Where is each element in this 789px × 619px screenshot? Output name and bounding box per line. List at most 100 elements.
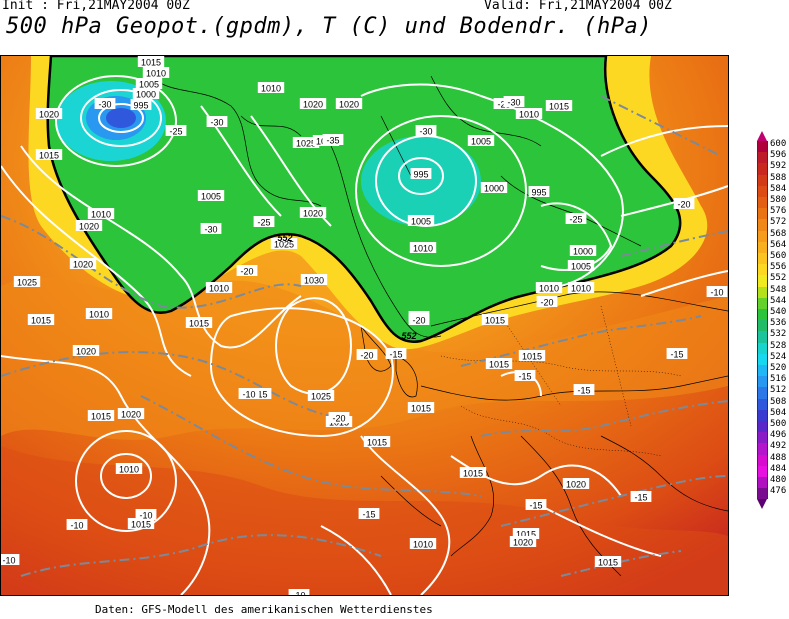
isobar-label: 995 [413,170,428,180]
isotherm-label-box [385,348,407,359]
colorbar-label: 532 [770,329,787,340]
isobar-label: 1015 [598,558,618,568]
isobar-label-box [35,149,63,160]
isotherm-label-box [236,265,258,276]
colorbar-label: 600 [770,139,787,149]
colorbar-cell [757,297,768,309]
isobar-label: 1020 [303,100,323,110]
isotherm-label: -15 [634,493,647,503]
colorbar-cell [757,197,768,209]
colorbar-cell [757,387,768,399]
isobar-label: 1015 [31,316,51,326]
isobar-label-box [142,67,170,78]
isobar-label: 1015 [489,360,509,370]
isobar-label: 1015 [516,530,536,540]
geopotential-label: 552 [277,233,292,243]
isobar-label-box [13,276,41,287]
colorbar-label: 496 [770,430,787,441]
weather-map: 1015 1010 1005 1000 995 1020 1015 1010 1020 1020 1… [0,55,729,596]
isobar-label-box [518,350,546,361]
isotherm-label: -10 [70,521,83,531]
colorbar-cell [757,230,768,242]
isobar-label: 1020 [79,222,99,232]
isotherm-label: -15 [362,510,375,520]
isobar-label: 1010 [119,465,139,475]
colorbar-cell [757,253,768,265]
isobar-label-box [185,317,213,328]
cold-core-west-center [106,108,136,128]
colorbar-label: 560 [770,251,787,261]
isotherm-label-box [356,349,378,360]
colorbar-cell [757,477,768,489]
colorbar-cell [757,174,768,186]
isobar-label-box [509,536,537,547]
isobar-label-box [299,207,327,218]
isotherm-label-box [322,134,344,145]
isobar-label: 1005 [471,137,491,147]
isotherm-label: -20 [540,298,553,308]
colorbar-cell [757,185,768,197]
colorbar-label: 556 [770,262,787,273]
isobar-label: 1010 [209,284,229,294]
colorbar-label: 476 [770,486,787,497]
isobar-label-box [545,100,573,111]
isobar-label: 1000 [484,184,504,194]
colorbar-label: 584 [770,183,787,194]
isotherm-label: -15 [389,350,402,360]
isotherm-label-box [200,223,222,234]
colorbar-cell [757,331,768,343]
colorbar-cell [757,454,768,466]
isotherm-label: -15 [518,372,531,382]
isobar-label: 1020 [303,209,323,219]
colorbar-label: 520 [770,363,787,373]
colorbar-cell [757,409,768,421]
colorbar-label: 528 [770,340,787,351]
isobar-label: 1010 [91,210,111,220]
geopotential-label: 552 [401,331,416,341]
isobar-label-box [409,538,437,549]
isobar-label-box [135,78,163,89]
isobar-label-box [407,402,435,413]
isotherm-label: -15 [577,386,590,396]
colorbar-label: 568 [770,228,787,239]
isobar-label: 1010 [146,69,166,79]
colorbar-label: 480 [770,475,787,485]
isobar-label: 1010 [89,310,109,320]
isobar-label-box [307,390,335,401]
isotherm-label-box [536,296,558,307]
isobar-label-box [130,99,152,110]
isobar-label-box [270,238,298,249]
isobar-label: 1000 [573,247,593,257]
isotherm-label: -15 [670,350,683,360]
isotherm-label: -20 [360,351,373,361]
isotherm-label: -10 [292,591,305,596]
isobar-label: 1010 [261,84,281,94]
isobar-label-box [515,108,543,119]
isobar-label: 1015 [367,438,387,448]
temp-band-584 [1,446,728,595]
colorbar-label: 544 [770,295,787,306]
isobar-label-box [569,245,597,256]
isobar-label-box [299,98,327,109]
colorbar-cell [757,421,768,433]
isobar-label-box [115,463,143,474]
colorbar-cell [757,275,768,287]
isotherm-label-box [503,96,525,107]
isobar-label: 1020 [339,100,359,110]
isotherm-label-box [666,348,688,359]
colorbar-cell [757,398,768,410]
isobar-label-box [69,258,97,269]
isobar-label-box [75,220,103,231]
isobar-label-box [512,528,540,539]
colorbar-label: 516 [770,374,787,385]
isobar-label: 1015 [141,58,161,68]
map-title: 500 hPa Geopot.(gpdm), T (C) und Bodendr… [6,14,653,39]
isobar-label-box [459,467,487,478]
colorbar-top-arrow [757,131,767,141]
colorbar-label: 488 [770,452,787,463]
contour-552 [46,56,682,344]
colorbar-cell [757,432,768,444]
colorbar-label: 580 [770,195,787,205]
isobar-label-box [292,137,320,148]
colorbar-cell [757,353,768,365]
